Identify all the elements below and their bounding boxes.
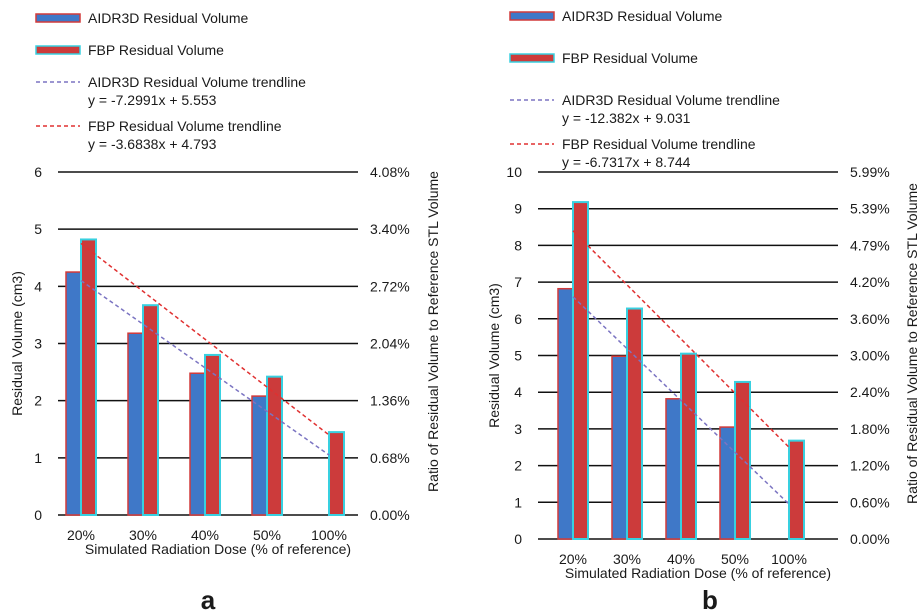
y2-tick-label: 5.99% (850, 164, 890, 180)
bar-fbp (80, 238, 97, 516)
y-tick-label: 8 (514, 237, 522, 253)
x-tick-label: 30% (613, 551, 641, 567)
legend-label: FBP Residual Volume (88, 42, 224, 58)
legend-swatch-fbp (35, 45, 81, 55)
bar-aidr3d (719, 426, 736, 540)
y2-tick-label: 1.36% (370, 393, 410, 409)
y2-tick-label: 2.40% (850, 384, 890, 400)
bar-aidr3d (65, 271, 82, 516)
legend-label: AIDR3D Residual Volume (88, 10, 249, 26)
y-tick-label: 6 (34, 164, 42, 180)
y-tick-label: 0 (34, 507, 42, 523)
legend-label: AIDR3D Residual Volume trendline (88, 74, 306, 90)
trendline (80, 280, 330, 456)
x-tick-label: 100% (771, 551, 807, 567)
legend-label: FBP Residual Volume (562, 50, 698, 66)
x-tick-label: 50% (253, 527, 281, 543)
bar-aidr3d (127, 332, 144, 516)
y2-tick-label: 0.00% (850, 531, 890, 547)
y2-tick-label: 3.60% (850, 311, 890, 327)
legend-label: FBP Residual Volume trendline (562, 136, 756, 152)
bar-fbp (204, 353, 221, 516)
x-tick-label: 30% (129, 527, 157, 543)
legend-label: FBP Residual Volume trendline (88, 118, 282, 134)
trendline-equation: y = -7.2991x + 5.553 (88, 92, 217, 108)
y2-tick-label: 2.04% (370, 336, 410, 352)
x-tick-label: 100% (311, 527, 347, 543)
y-tick-label: 5 (34, 221, 42, 237)
legend: AIDR3D Residual Volume FBP Residual Volum… (35, 10, 306, 152)
legend-label: AIDR3D Residual Volume (562, 8, 723, 24)
x-tick-label: 20% (67, 527, 95, 543)
legend: AIDR3D Residual Volume FBP Residual Volum… (509, 8, 780, 170)
y2-tick-label: 3.40% (370, 221, 410, 237)
bar-fbp (142, 304, 159, 516)
legend-swatch-aidr3d (509, 11, 555, 21)
trendline (572, 296, 790, 505)
y2-tick-label: 1.20% (850, 458, 890, 474)
y-tick-label: 5 (514, 348, 522, 364)
y-tick-label: 0 (514, 531, 522, 547)
y2-tick-label: 0.68% (370, 450, 410, 466)
y-tick-label: 4 (34, 278, 42, 294)
y2-axis-label: Ratio of Residual Volume to Reference ST… (904, 183, 920, 504)
y-axis-label: Residual Volume (cm3) (486, 283, 502, 428)
y2-tick-label: 0.00% (370, 507, 410, 523)
bar-fbp (734, 380, 751, 541)
trendline-equation: y = -6.7317x + 8.744 (562, 154, 691, 170)
panel-label: b (702, 585, 718, 615)
y2-tick-label: 0.60% (850, 494, 890, 510)
y-tick-label: 1 (514, 494, 522, 510)
x-tick-label: 20% (559, 551, 587, 567)
y2-tick-label: 2.72% (370, 278, 410, 294)
y-tick-label: 9 (514, 201, 522, 217)
bar-fbp (572, 201, 589, 540)
bar-aidr3d (557, 287, 574, 540)
y-tick-label: 2 (34, 393, 42, 409)
panel-label: a (201, 585, 216, 615)
y-tick-label: 6 (514, 311, 522, 327)
x-axis-label: Simulated Radiation Dose (% of reference… (565, 565, 831, 581)
bar-fbp (266, 375, 283, 517)
y2-axis-label: Ratio of Residual Volume to Reference ST… (425, 171, 441, 492)
y2-tick-label: 1.80% (850, 421, 890, 437)
y2-tick-label: 3.00% (850, 348, 890, 364)
bar-fbp (680, 352, 697, 541)
y-tick-label: 3 (514, 421, 522, 437)
y2-tick-label: 4.20% (850, 274, 890, 290)
chart-panel-b: AIDR3D Residual Volume FBP Residual Volum… (486, 8, 920, 615)
bar-aidr3d (189, 372, 206, 516)
y-tick-label: 4 (514, 384, 522, 400)
trendline-equation: y = -3.6838x + 4.793 (88, 136, 217, 152)
bar-aidr3d (611, 355, 628, 540)
y-tick-label: 7 (514, 274, 522, 290)
y-tick-label: 2 (514, 458, 522, 474)
bar-fbp (626, 307, 643, 540)
trendline (80, 242, 330, 436)
bar-fbp (328, 431, 345, 517)
y-axis-label: Residual Volume (cm3) (9, 271, 25, 416)
x-tick-label: 40% (667, 551, 695, 567)
y2-tick-label: 5.39% (850, 201, 890, 217)
legend-swatch-aidr3d (35, 13, 81, 23)
y2-tick-label: 4.79% (850, 237, 890, 253)
x-axis-label: Simulated Radiation Dose (% of reference… (85, 541, 351, 557)
y-tick-label: 10 (506, 164, 522, 180)
x-tick-label: 40% (191, 527, 219, 543)
trendline (572, 230, 790, 448)
legend-swatch-fbp (509, 53, 555, 63)
trendline-equation: y = -12.382x + 9.031 (562, 110, 691, 126)
x-tick-label: 50% (721, 551, 749, 567)
bar-aidr3d (665, 398, 682, 540)
y2-tick-label: 4.08% (370, 164, 410, 180)
y-tick-label: 1 (34, 450, 42, 466)
chart-panel-a: AIDR3D Residual Volume FBP Residual Volum… (9, 10, 441, 615)
bar-fbp (788, 439, 805, 541)
legend-label: AIDR3D Residual Volume trendline (562, 92, 780, 108)
y-tick-label: 3 (34, 336, 42, 352)
bar-aidr3d (251, 395, 268, 516)
